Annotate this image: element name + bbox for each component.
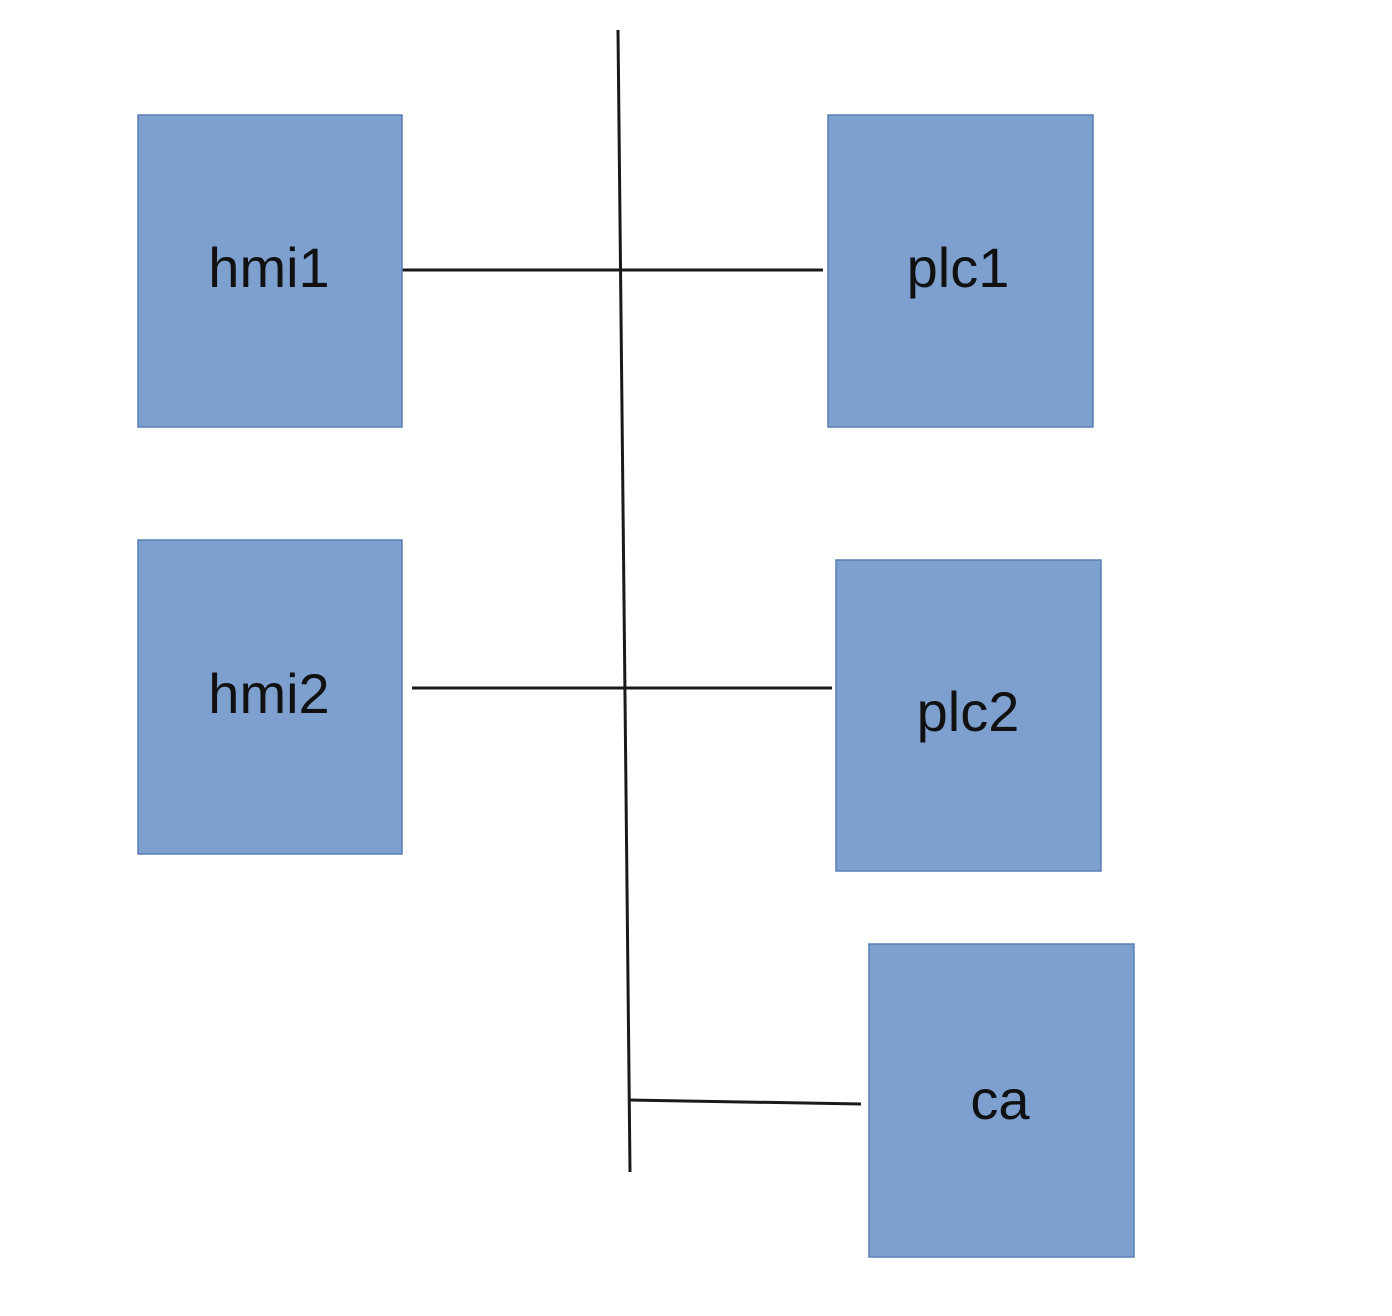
node-plc2[interactable]: plc2: [835, 559, 1102, 872]
node-hmi2-label: hmi2: [208, 662, 329, 725]
node-plc1[interactable]: plc1: [827, 114, 1094, 428]
node-plc2-label: plc2: [917, 680, 1020, 743]
node-ca[interactable]: ca: [868, 943, 1135, 1258]
node-hmi2[interactable]: hmi2: [137, 539, 403, 855]
node-plc1-label: plc1: [907, 236, 1010, 299]
network-bus: [616, 29, 632, 1173]
node-ca-label: ca: [970, 1068, 1030, 1131]
node-hmi1-label: hmi1: [208, 236, 329, 299]
link-bus-ca: [627, 1098, 862, 1106]
node-hmi1[interactable]: hmi1: [137, 114, 403, 428]
